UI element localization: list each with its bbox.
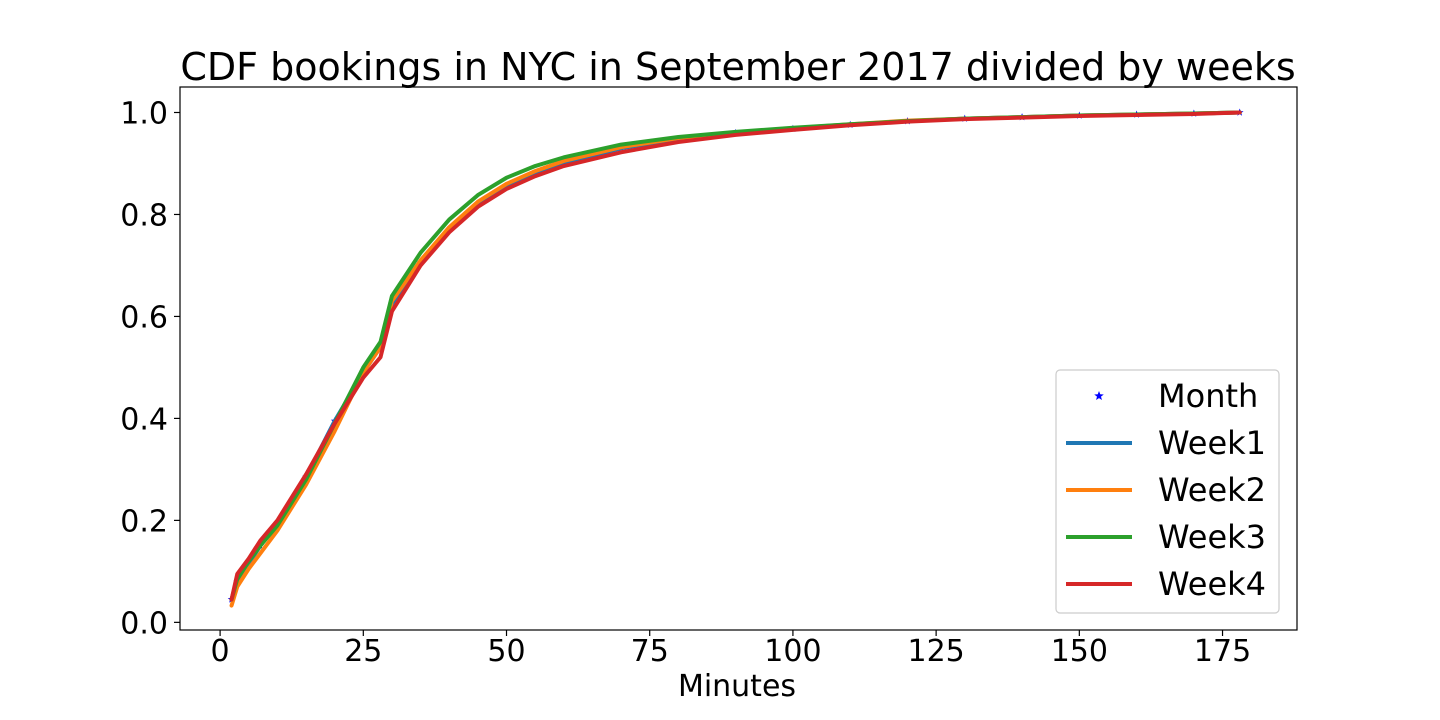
x-axis-label: Minutes — [678, 669, 796, 704]
x-tick-label: 100 — [764, 634, 821, 669]
legend-label-week1: Week1 — [1158, 424, 1266, 462]
series-line-week4 — [229, 110, 1242, 602]
x-tick-label: 0 — [211, 634, 230, 669]
chart-title: CDF bookings in NYC in September 2017 di… — [180, 45, 1295, 89]
legend-box — [1055, 369, 1280, 614]
plot-area — [179, 86, 1298, 631]
x-tick-label: 75 — [631, 634, 669, 669]
legend-label-week3: Week3 — [1158, 518, 1266, 556]
x-tick-label: 150 — [1051, 634, 1108, 669]
y-axis-ticks: 0.0 0.2 0.4 0.6 0.8 1.0 — [120, 96, 180, 641]
y-tick-label: 0.2 — [120, 504, 168, 539]
x-tick-label: 25 — [344, 634, 382, 669]
y-tick-label: 0.8 — [120, 198, 168, 233]
legend-label-week4: Week4 — [1158, 565, 1266, 603]
x-tick-label: 175 — [1194, 634, 1251, 669]
axes-frame — [179, 86, 1298, 631]
x-tick-label: 125 — [907, 634, 964, 669]
x-tick-label: 50 — [487, 634, 525, 669]
legend-label-week2: Week2 — [1158, 471, 1266, 509]
legend: Month Week1 Week2 Week3 Week4 — [1055, 369, 1280, 614]
y-tick-label: 0.0 — [120, 606, 168, 641]
y-tick-label: 1.0 — [120, 96, 168, 131]
legend-label-month: Month — [1158, 377, 1258, 415]
series-layer — [227, 108, 1244, 608]
y-tick-label: 0.4 — [120, 402, 168, 437]
x-axis-ticks: 0 25 50 75 100 125 150 175 — [211, 630, 1251, 669]
y-tick-label: 0.6 — [120, 300, 168, 335]
legend-swatch-month — [1094, 391, 1104, 401]
